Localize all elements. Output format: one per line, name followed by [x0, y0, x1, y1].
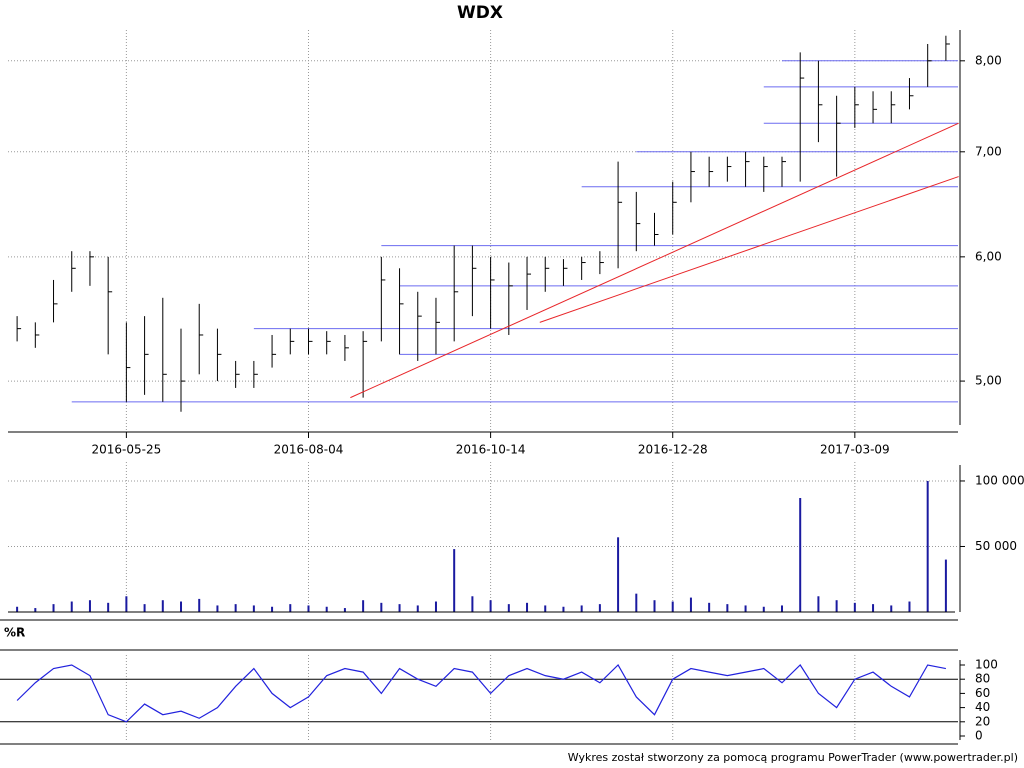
- volume-bar: [252, 605, 255, 612]
- volume-bar: [271, 606, 274, 612]
- volume-bar: [52, 604, 55, 612]
- x-tick-label: 2016-05-25: [92, 443, 162, 457]
- y-tick-label: 60: [975, 686, 990, 700]
- volume-bar: [434, 601, 437, 612]
- volume-bar: [872, 604, 875, 612]
- y-tick-label: 100 000: [975, 473, 1024, 487]
- x-tick-label: 2016-10-14: [456, 443, 526, 457]
- volume-bar: [198, 598, 201, 612]
- chart-title: WDX: [457, 3, 503, 23]
- volume-bar: [817, 596, 820, 612]
- volume-bar: [507, 604, 510, 612]
- y-tick-label: 50 000: [975, 539, 1017, 553]
- volume-bar: [799, 498, 802, 612]
- volume-bar: [362, 600, 365, 612]
- volume-bar: [180, 601, 183, 612]
- volume-bar: [398, 604, 401, 612]
- y-tick-label: 100: [975, 658, 998, 672]
- volume-bar: [708, 602, 711, 612]
- volume-bar: [289, 604, 292, 612]
- y-tick-label: 40: [975, 700, 990, 714]
- volume-bar: [908, 601, 911, 612]
- volume-bar: [107, 602, 110, 612]
- y-tick-label: 6,00: [975, 249, 1002, 263]
- y-tick-label: 7,00: [975, 144, 1002, 158]
- volume-bar: [835, 600, 838, 612]
- volume-bar: [562, 606, 565, 612]
- volume-bar: [598, 604, 601, 612]
- volume-bar: [343, 608, 346, 612]
- footer: Wykres został stworzony za pomocą progra…: [568, 751, 1018, 764]
- x-tick-label: 2016-08-04: [274, 443, 344, 457]
- volume-bar: [489, 600, 492, 612]
- volume-bar: [471, 596, 474, 612]
- volume-bar: [926, 480, 929, 612]
- volume-bar: [671, 601, 674, 612]
- volume-bar: [325, 606, 328, 612]
- volume-bar: [762, 606, 765, 612]
- y-tick-label: 0: [975, 729, 983, 743]
- volume-bar: [653, 600, 656, 612]
- volume-bar: [416, 605, 419, 612]
- volume-bar: [544, 605, 547, 612]
- volume-bar: [161, 600, 164, 612]
- volume-bar: [70, 601, 73, 612]
- volume-bar: [944, 559, 947, 612]
- trendline: [539, 176, 959, 323]
- volume-bar: [635, 593, 638, 612]
- volume-bar: [307, 605, 310, 612]
- y-tick-label: 5,00: [975, 374, 1002, 388]
- x-tick-label: 2016-12-28: [638, 443, 708, 457]
- volume-bar: [689, 597, 692, 612]
- volume-bar: [125, 596, 128, 612]
- volume-bar: [216, 605, 219, 612]
- volume-bar: [380, 602, 383, 612]
- volume-bar: [580, 605, 583, 612]
- volume-bar: [726, 604, 729, 612]
- panel-title: %R: [4, 626, 25, 640]
- volume-bar: [16, 606, 19, 612]
- y-tick-label: 8,00: [975, 53, 1002, 67]
- wr-line: [16, 664, 947, 723]
- volume-bar: [234, 604, 237, 612]
- trendline: [350, 122, 959, 399]
- volume-bar: [143, 604, 146, 612]
- volume-bar: [453, 549, 456, 612]
- volume-bar: [34, 608, 37, 612]
- volume-bar: [617, 537, 620, 612]
- x-tick-label: 2017-03-09: [820, 443, 890, 457]
- volume-bar: [88, 600, 91, 612]
- volume-bar: [526, 602, 529, 612]
- volume-bar: [853, 602, 856, 612]
- y-tick-label: 20: [975, 714, 990, 728]
- volume-bar: [890, 605, 893, 612]
- y-tick-label: 80: [975, 672, 990, 686]
- volume-bar: [780, 605, 783, 612]
- volume-bar: [744, 605, 747, 612]
